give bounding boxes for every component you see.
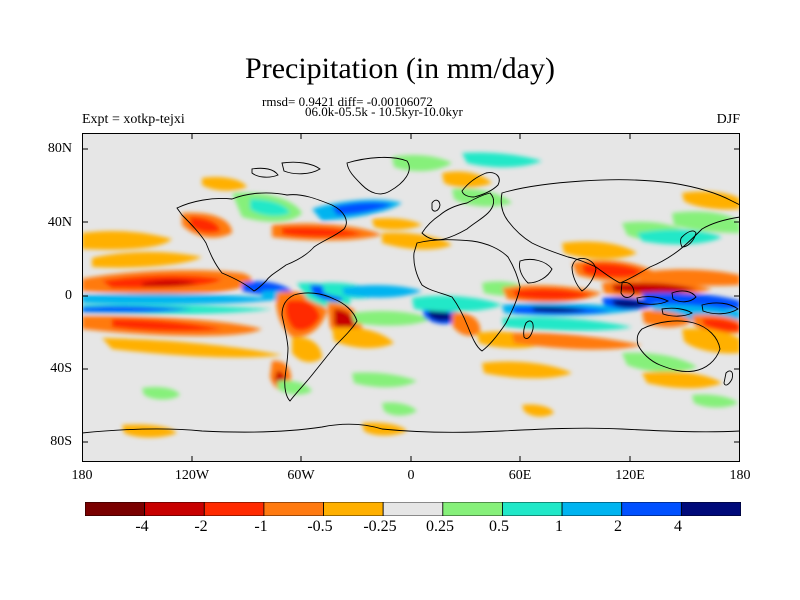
colorbar-label: -4 [135,518,149,535]
lat-label-40n: 40N [47,215,72,230]
coastlines [82,156,740,434]
colorbar-label: -0.25 [363,518,397,535]
colorbar-label: -0.5 [307,518,333,535]
colorbar-label: 0.5 [489,518,509,535]
lat-label-40s: 40S [50,361,72,376]
lon-label-60w: 60W [287,468,315,483]
lon-label-60e: 60E [508,468,532,483]
colorbar-swatch [442,502,503,516]
colorbar-swatch [561,502,623,516]
colorbar-swatch [144,502,205,516]
lon-label-120w: 120W [174,468,210,483]
map-ticks [82,133,740,462]
season-label: DJF [716,112,740,127]
colorbar-label: 2 [614,518,622,535]
lat-label-80n: 80N [47,141,72,156]
colorbar-label: 0.25 [426,518,454,535]
colorbar-swatch [85,502,146,516]
lon-label-120e: 120E [615,468,645,483]
lon-label-0: 0 [407,468,415,483]
lon-label-180e: 180 [729,468,751,483]
lat-label-80s: 80S [50,434,72,449]
colorbar-swatch [621,502,682,516]
lat-label-equator: 0 [65,288,72,303]
lon-label-180w: 180 [71,468,93,483]
colorbar-swatch [263,502,324,516]
colorbar-swatch [502,502,563,516]
stats-subtitle: rmsd= 0.9421 diff= -0.00106072 [262,94,433,109]
colorbar-label: -2 [194,518,208,535]
colorbar-swatch [203,502,265,516]
experiment-label: Expt = xotkp-tejxi [82,112,185,127]
colorbar-swatch [323,502,384,516]
colorbar [85,502,741,516]
precipitation-anomaly-map [82,133,740,462]
period-subtitle: 06.0k-05.5k - 10.5kyr-10.0kyr [305,104,463,119]
colorbar-label: 4 [674,518,682,535]
colorbar-swatch [382,502,444,516]
precip-anomaly-shading [82,152,740,438]
colorbar-swatch [680,502,741,516]
colorbar-label: -1 [254,518,268,535]
chart-title: Precipitation (in mm/day) [245,52,555,85]
colorbar-label: 1 [555,518,563,535]
